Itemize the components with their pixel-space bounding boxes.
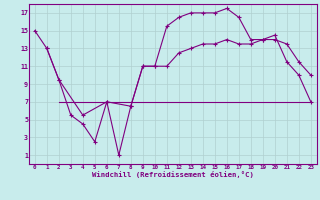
X-axis label: Windchill (Refroidissement éolien,°C): Windchill (Refroidissement éolien,°C) xyxy=(92,171,254,178)
